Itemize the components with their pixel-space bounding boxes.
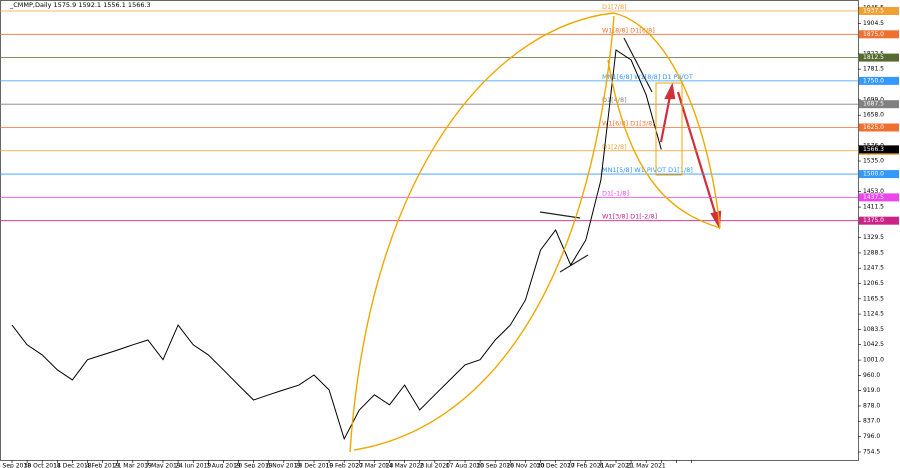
x-tick-label: 20 Dec 2019 (295, 463, 334, 468)
level-tag (859, 193, 899, 202)
x-tick-label: 21 Mar 2019 (114, 463, 152, 468)
x-tick-label: 17 Aug 2020 (446, 463, 485, 468)
level-tag-label: 1875.0 (863, 31, 884, 38)
trend-lines (539, 37, 653, 273)
drawings (349, 12, 721, 453)
level-tag (859, 216, 899, 225)
y-tick-label: 1329.5 (863, 234, 884, 241)
arrow-head (664, 82, 676, 100)
y-tick-label: 1453.0 (863, 188, 884, 195)
y-tick-label: 1288.5 (863, 249, 884, 256)
x-tick-label: 6 Nov 2019 (266, 463, 301, 468)
box (655, 82, 683, 176)
x-tick-label: 30 Sep 2020 (476, 463, 514, 468)
level-tag-label: 1625.0 (863, 124, 884, 131)
y-tick-label: 1535.0 (863, 158, 884, 165)
level-text: D1[-1/8] (602, 189, 629, 197)
chart-title: _CMMP,Daily 1575.9 1592.1 1556.1 1566.3 (9, 1, 151, 9)
arc (349, 12, 615, 453)
level-text: W1[8/8] D1[6/8] (602, 26, 655, 34)
y-tick-label: 919.0 (863, 387, 880, 394)
y-tick-label: 1124.5 (863, 311, 884, 318)
y-tick-label: 878.0 (863, 402, 880, 409)
last-price-tag (859, 145, 899, 154)
x-tick-label: 20 Sep 2019 (235, 463, 273, 468)
level-tag (859, 170, 899, 179)
x-tick-label: 7 May 2019 (145, 463, 180, 468)
x-tick-label: 17 Feb 2021 (567, 463, 605, 468)
level-tag (859, 30, 899, 39)
level-text: MN1[5/8] W1 PIVOT D1[1/8] (602, 166, 693, 174)
y-tick-label: 1699.0 (863, 96, 884, 103)
level-tag-label: 1687.5 (863, 101, 884, 108)
y-tick-label: 1001.0 (863, 357, 884, 364)
y-tick-label: 1042.5 (863, 341, 884, 348)
level-tag (859, 53, 899, 62)
arc (613, 12, 721, 229)
x-tick-label: 2 Jul 2020 (420, 463, 450, 468)
arrow (659, 95, 672, 143)
y-tick-label: 1206.5 (863, 280, 884, 287)
level-tag-label: 1750.0 (863, 77, 884, 84)
y-tick-label: 1411.5 (863, 204, 884, 211)
level-tag (859, 123, 899, 132)
x-tick-label: 24 Jun 2019 (175, 463, 211, 468)
x-tick-label: 6 Apr 2021 (599, 463, 632, 468)
x-tick-label: 21 May 2021 (627, 463, 666, 468)
trend-line (623, 37, 653, 93)
y-tick-label: 1904.5 (863, 20, 884, 27)
level-text: W1[6/8] D1[3/8] (602, 119, 655, 127)
level-text: W1[3/8] D1[-2/8] (602, 213, 657, 221)
y-tick-label: 1083.5 (863, 326, 884, 333)
trend-line (559, 254, 589, 273)
trend-line (539, 211, 581, 219)
level-tag-label: 1937.5 (863, 7, 884, 14)
y-tick-label: 1165.5 (863, 295, 884, 302)
level-tag (859, 100, 899, 109)
y-tick-label: 1658.0 (863, 112, 884, 119)
x-tick-label: 14 May 2020 (385, 463, 424, 468)
y-tick-label: 754.5 (863, 448, 880, 455)
level-text: MN1[6/8] W1[8/8] D1 PIVOT (602, 73, 693, 81)
y-tick-label: 837.0 (863, 418, 880, 425)
level-tag-label: 1812.5 (863, 54, 884, 61)
arrows (659, 82, 722, 230)
price-line (11, 49, 662, 441)
x-tick-label: 16 Nov 2020 (506, 463, 545, 468)
level-tag-label: 1500.0 (863, 171, 884, 178)
y-tick-label: 960.0 (863, 372, 880, 379)
x-tick-label: 30 Oct 2018 (24, 463, 61, 468)
x-tick-label: 14 Sep 2018 (0, 463, 31, 468)
arrow (676, 91, 718, 217)
level-tag-label: 1375.0 (863, 217, 884, 224)
plot-frame (0, 0, 859, 461)
y-tick-label: 1247.5 (863, 265, 884, 272)
level-tag (859, 76, 899, 85)
y-tick-label: 796.0 (863, 433, 880, 440)
level-tag-label: 1437.5 (863, 194, 884, 201)
x-tick-label: 27 Mar 2020 (355, 463, 393, 468)
arc (353, 15, 615, 451)
level-text: D1[4/8] (602, 96, 627, 104)
x-tick-label: 30 Dec 2020 (536, 463, 575, 468)
x-tick-label: 10 Feb 2020 (326, 463, 364, 468)
x-tick-label: 4 Feb 2019 (86, 463, 120, 468)
arc (607, 59, 721, 229)
level-tag (859, 6, 899, 15)
last-price-label: 1566.3 (863, 146, 884, 153)
level-text: D1[2/8] (602, 143, 627, 151)
x-tick-label: 14 Dec 2018 (53, 463, 92, 468)
level-text: D1[7/8] (602, 3, 627, 11)
y-tick-label: 1781.5 (863, 66, 884, 73)
x-tick-label: 7 Aug 2019 (206, 463, 241, 468)
